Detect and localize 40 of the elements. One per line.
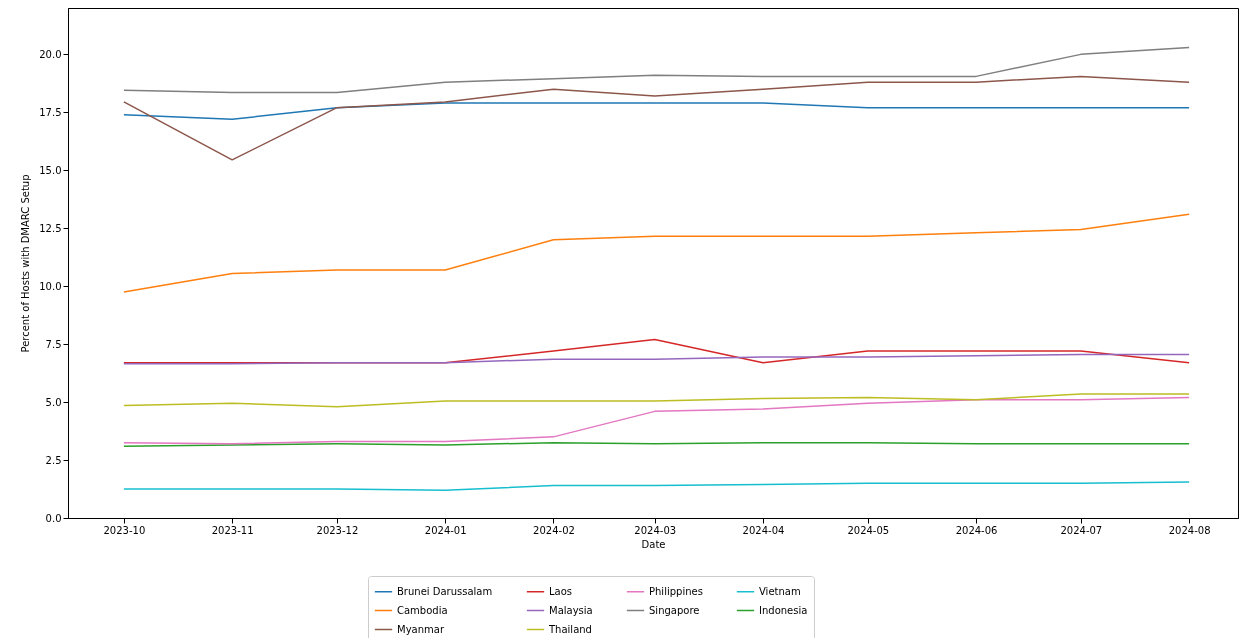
x-tick-label: 2024-03 — [634, 524, 677, 536]
y-tick-label: 5.0 — [45, 396, 62, 408]
legend-label: Laos — [549, 585, 573, 597]
y-tick-label: 0.0 — [45, 512, 62, 524]
line-series — [123, 353, 1190, 365]
x-tick-label: 2023-10 — [103, 524, 146, 536]
x-tick-label: 2024-07 — [1060, 524, 1103, 536]
line-series — [123, 393, 1190, 408]
x-tick-label: 2024-01 — [424, 524, 467, 536]
y-tick-label: 15.0 — [39, 164, 62, 176]
y-axis-title: Percent of Hosts with DMARC Setup — [20, 174, 32, 353]
legend-label: Singapore — [649, 604, 700, 616]
line-series — [123, 102, 1190, 121]
y-tick-label: 10.0 — [39, 280, 62, 292]
line-series — [123, 481, 1190, 491]
x-tick-label: 2023-11 — [211, 524, 254, 536]
legend-label: Brunei Darussalam — [397, 585, 493, 597]
x-tick-label: 2023-12 — [316, 524, 359, 536]
y-tick-label: 12.5 — [39, 222, 62, 234]
y-tick-label: 17.5 — [39, 106, 62, 118]
x-tick-label: 2024-06 — [955, 524, 998, 536]
line-series — [123, 46, 1190, 94]
line-series — [123, 396, 1190, 445]
line-series — [123, 213, 1190, 293]
legend-label: Thailand — [548, 623, 592, 635]
legend-label: Indonesia — [759, 604, 808, 616]
legend-label: Philippines — [649, 585, 703, 597]
y-tick-label: 20.0 — [39, 48, 62, 60]
line-series — [123, 75, 1190, 161]
x-tick-label: 2024-08 — [1168, 524, 1211, 536]
x-axis-title: Date — [641, 538, 666, 550]
y-tick-label: 7.5 — [45, 338, 62, 350]
legend-label: Myanmar — [397, 623, 445, 635]
legend-label: Cambodia — [397, 604, 448, 616]
y-tick-label: 2.5 — [45, 454, 62, 466]
legend-label: Vietnam — [759, 585, 801, 597]
legend-label: Malaysia — [549, 604, 593, 616]
x-tick-label: 2024-02 — [533, 524, 575, 536]
x-tick-label: 2024-04 — [742, 524, 785, 536]
x-tick-label: 2024-05 — [847, 524, 890, 536]
